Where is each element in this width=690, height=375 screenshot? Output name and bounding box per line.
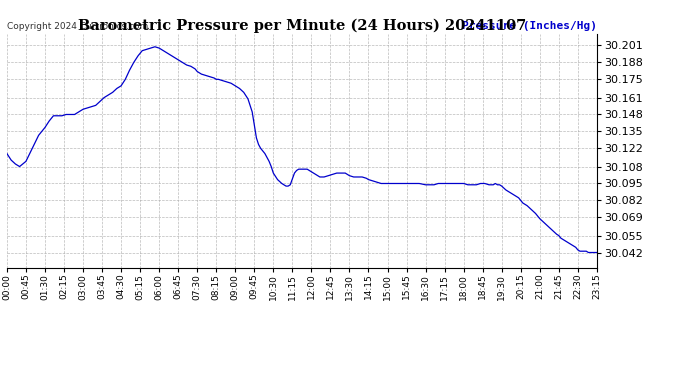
Text: Copyright 2024 Curtronics.com: Copyright 2024 Curtronics.com bbox=[7, 22, 148, 32]
Text: Pressure (Inches/Hg): Pressure (Inches/Hg) bbox=[462, 21, 597, 32]
Title: Barometric Pressure per Minute (24 Hours) 20241107: Barometric Pressure per Minute (24 Hours… bbox=[78, 18, 526, 33]
